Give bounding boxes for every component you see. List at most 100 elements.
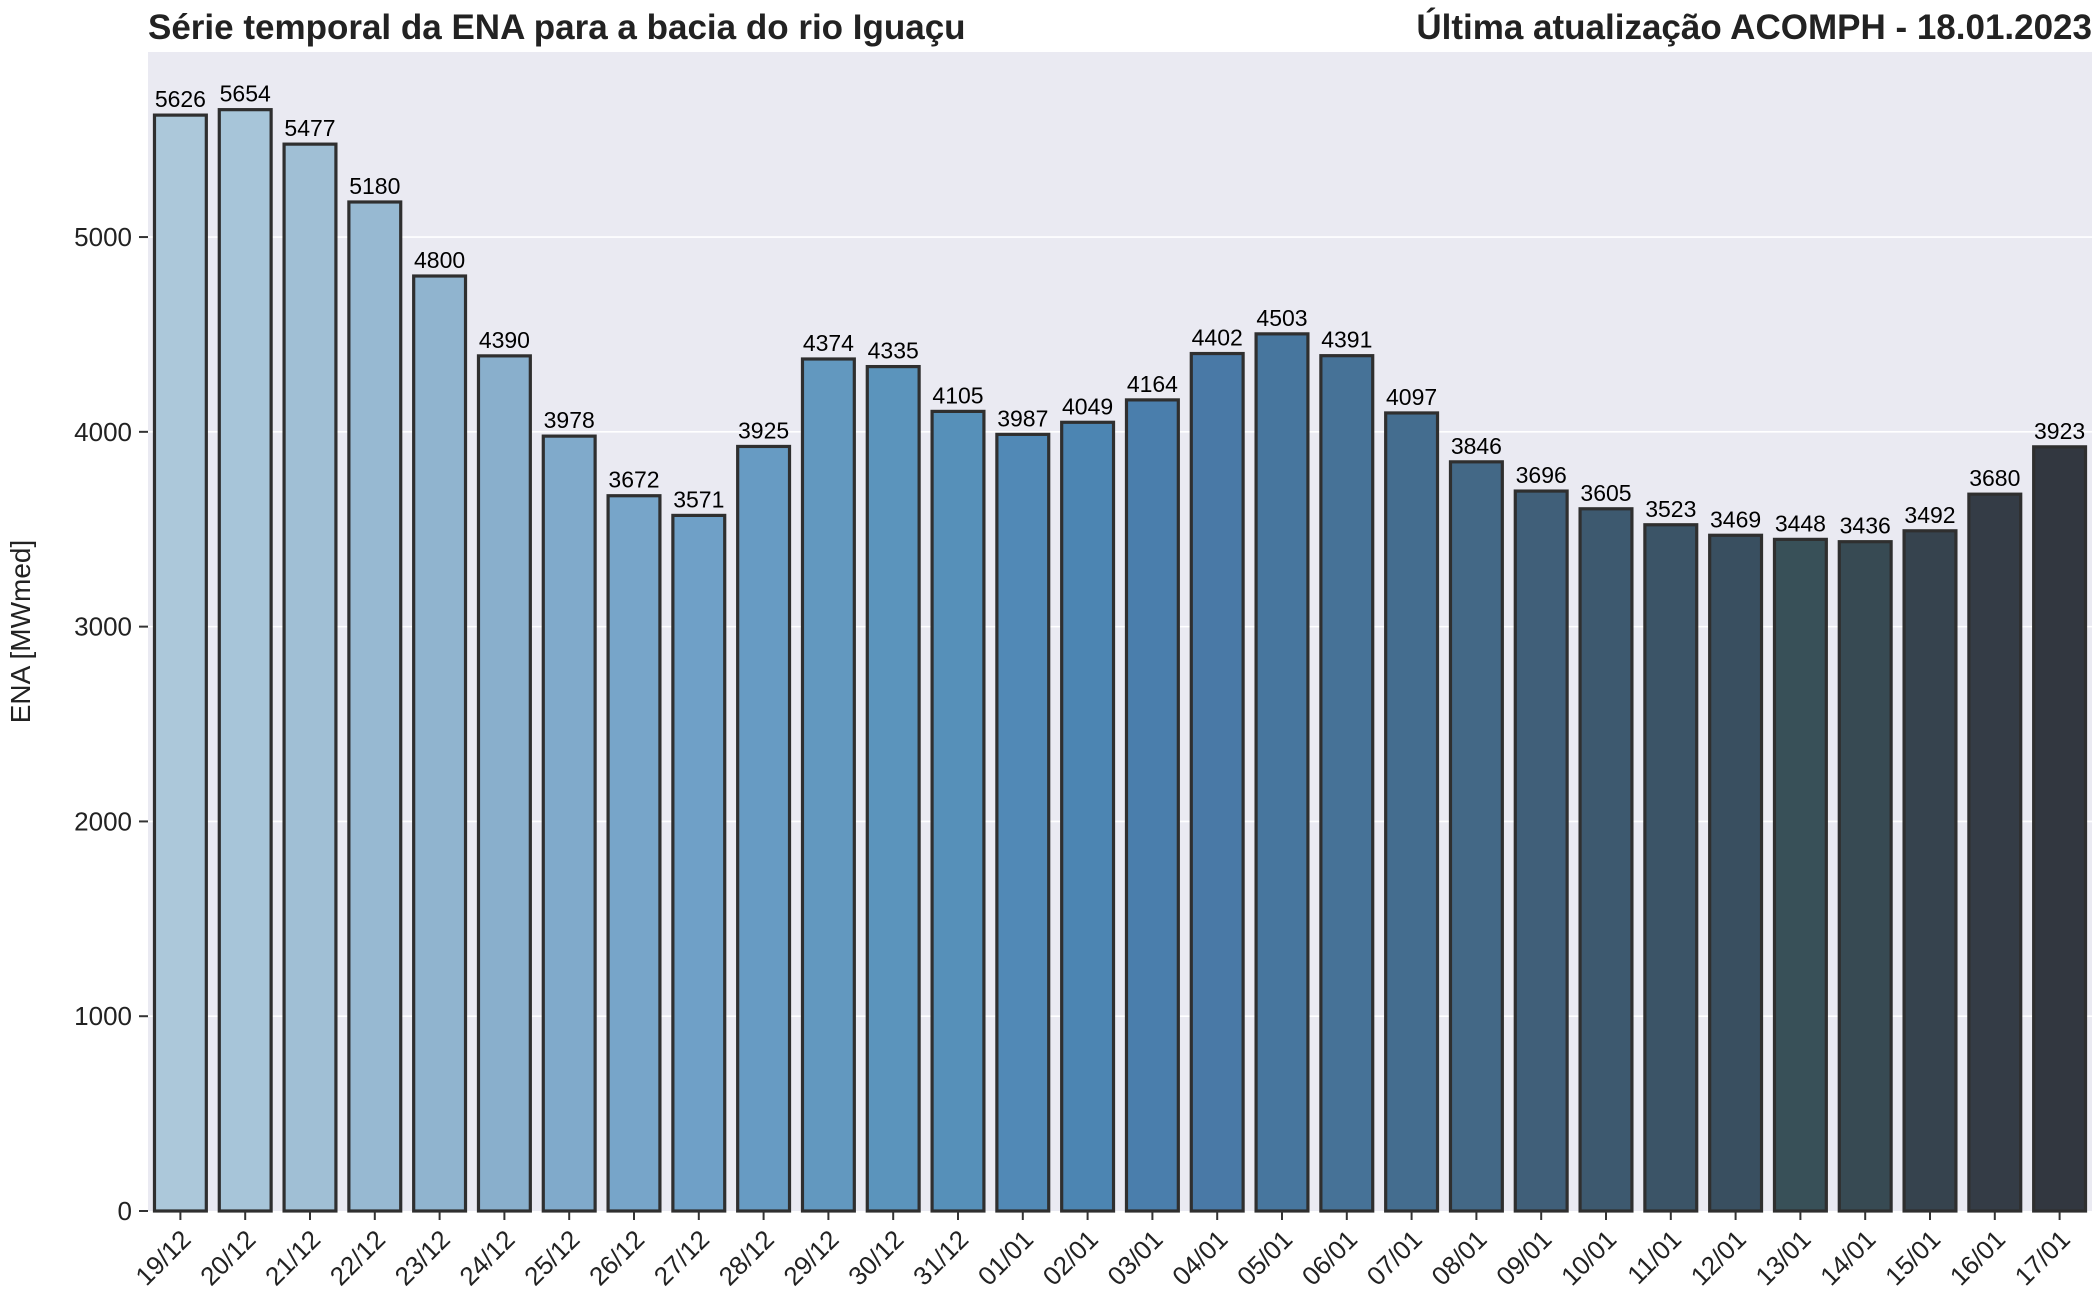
bar-22/12 (347, 200, 403, 1213)
x-tick-label: 15/01 (1879, 1224, 1946, 1291)
bar-09/01 (1513, 489, 1569, 1213)
bar-16/01 (1967, 492, 2023, 1213)
x-tick-label: 21/12 (259, 1224, 326, 1291)
x-tick-label: 24/12 (453, 1224, 520, 1291)
bar-25/12 (541, 434, 597, 1213)
chart-title: Série temporal da ENA para a bacia do ri… (148, 8, 966, 47)
x-tick-label: 13/01 (1749, 1224, 1816, 1291)
bar-07/01 (1384, 411, 1440, 1213)
bar-value-label: 3571 (673, 486, 724, 512)
bar-26/12 (606, 494, 662, 1213)
bar-value-label: 4335 (868, 338, 919, 364)
x-tick-label: 19/12 (129, 1224, 196, 1291)
y-tick-label: 1000 (74, 1001, 132, 1031)
x-tick-label: 17/01 (2009, 1224, 2076, 1291)
bar-21/12 (282, 142, 338, 1213)
bar-13/01 (1772, 537, 1828, 1213)
bar-27/12 (671, 513, 727, 1213)
bar-value-label: 4374 (803, 330, 854, 356)
x-tick-label: 30/12 (842, 1224, 909, 1291)
bar-value-label: 3923 (2034, 418, 2085, 444)
bar-01/01 (995, 432, 1051, 1213)
bar-value-label: 3846 (1451, 433, 1502, 459)
bar-15/01 (1902, 529, 1958, 1213)
bar-value-label: 4097 (1386, 384, 1437, 410)
grid-lines (148, 236, 2092, 1018)
y-tick-label: 3000 (74, 612, 132, 642)
x-tick-label: 20/12 (194, 1224, 261, 1291)
bar-value-label: 3469 (1710, 506, 1761, 532)
y-tick-label: 0 (118, 1196, 132, 1226)
y-axis-label: ENA [MWmed] (5, 540, 36, 724)
bar-value-label: 4503 (1256, 305, 1307, 331)
x-tick-label: 12/01 (1685, 1224, 1752, 1291)
x-tick-label: 28/12 (713, 1224, 780, 1291)
bars (152, 108, 2088, 1213)
plot-area (148, 52, 2092, 1211)
x-tick-label: 05/01 (1231, 1224, 1298, 1291)
bar-05/01 (1254, 332, 1310, 1213)
x-tick-label: 31/12 (907, 1224, 974, 1291)
bar-value-label: 4391 (1321, 327, 1372, 353)
bar-11/01 (1643, 523, 1699, 1213)
bar-03/01 (1124, 398, 1180, 1213)
bar-value-label: 3696 (1516, 462, 1567, 488)
bar-04/01 (1189, 351, 1245, 1213)
x-tick-label: 08/01 (1425, 1224, 1492, 1291)
bar-value-label: 3987 (997, 405, 1048, 431)
y-axis-ticks: 0 1000 2000 3000 4000 5000 (74, 222, 148, 1226)
bar-24/12 (476, 354, 532, 1213)
bar-value-label: 4049 (1062, 393, 1113, 419)
bar-08/01 (1448, 460, 1504, 1213)
bar-value-label: 5654 (220, 81, 271, 107)
x-tick-label: 03/01 (1101, 1224, 1168, 1291)
bar-value-label: 5180 (349, 173, 400, 199)
bar-value-label: 3925 (738, 417, 789, 443)
bar-value-label: 4402 (1192, 325, 1243, 351)
bar-value-label: 4105 (932, 382, 983, 408)
x-tick-label: 22/12 (324, 1224, 391, 1291)
bar-value-label: 3680 (1969, 465, 2020, 491)
bar-06/01 (1319, 354, 1375, 1213)
bar-value-label: 3448 (1775, 510, 1826, 536)
bar-value-label: 5477 (284, 115, 335, 141)
x-tick-label: 06/01 (1296, 1224, 1363, 1291)
bar-20/12 (217, 108, 273, 1213)
bar-value-label: 3978 (544, 407, 595, 433)
bar-value-label: 3436 (1840, 513, 1891, 539)
bar-31/12 (930, 409, 986, 1213)
x-tick-label: 26/12 (583, 1224, 650, 1291)
y-tick-label: 2000 (74, 806, 132, 836)
bar-17/01 (2032, 445, 2088, 1213)
bar-value-label: 4390 (479, 327, 530, 353)
x-tick-label: 09/01 (1490, 1224, 1557, 1291)
bar-14/01 (1837, 540, 1893, 1213)
bar-19/12 (152, 113, 208, 1213)
bar-28/12 (736, 444, 792, 1213)
x-tick-label: 23/12 (389, 1224, 456, 1291)
bar-value-label: 5626 (155, 86, 206, 112)
bar-value-label: 4164 (1127, 371, 1178, 397)
y-tick-label: 4000 (74, 417, 132, 447)
bar-value-label: 3672 (608, 467, 659, 493)
bar-10/01 (1578, 507, 1634, 1213)
bar-12/01 (1708, 533, 1764, 1213)
bar-02/01 (1060, 420, 1116, 1213)
x-tick-label: 25/12 (518, 1224, 585, 1291)
x-tick-label: 02/01 (1037, 1224, 1104, 1291)
y-tick-label: 5000 (74, 222, 132, 252)
bar-value-label: 3492 (1904, 502, 1955, 528)
chart-subtitle: Última atualização ACOMPH - 18.01.2023 (1416, 8, 2092, 47)
x-tick-label: 27/12 (648, 1224, 715, 1291)
x-axis-ticks: 19/1220/1221/1222/1223/1224/1225/1226/12… (129, 1211, 2076, 1291)
bar-value-label: 3523 (1645, 496, 1696, 522)
x-tick-label: 11/01 (1621, 1224, 1687, 1290)
x-tick-label: 14/01 (1814, 1224, 1881, 1291)
bar-29/12 (800, 357, 856, 1213)
bar-30/12 (865, 364, 921, 1213)
x-tick-label: 10/01 (1555, 1224, 1622, 1291)
x-tick-label: 16/01 (1944, 1224, 2011, 1291)
bar-value-labels: 5626 5654 5477 5180 4800 4390 3978 3672 3571 3925… (155, 81, 2085, 539)
x-tick-label: 29/12 (777, 1224, 844, 1291)
